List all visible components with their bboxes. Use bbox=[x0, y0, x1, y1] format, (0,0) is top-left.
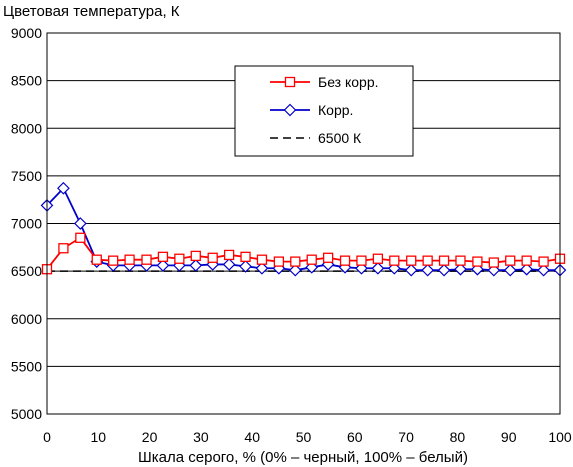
data-point bbox=[422, 255, 433, 266]
data-point bbox=[223, 249, 235, 261]
y-tick-label: 8500 bbox=[11, 73, 42, 89]
x-tick-label: 0 bbox=[43, 429, 51, 445]
y-tick-label: 8000 bbox=[11, 120, 42, 136]
y-tick-label: 6000 bbox=[11, 311, 42, 327]
data-point bbox=[537, 263, 550, 277]
data-point bbox=[57, 181, 70, 195]
data-point bbox=[472, 256, 483, 267]
x-tick-label: 100 bbox=[548, 429, 572, 445]
data-point bbox=[189, 259, 203, 272]
data-point bbox=[371, 261, 385, 275]
data-point bbox=[108, 255, 119, 266]
data-point bbox=[538, 256, 549, 267]
data-point bbox=[438, 255, 450, 266]
data-point bbox=[190, 250, 201, 262]
y-axis-title: Цветовая температура, К bbox=[3, 3, 180, 20]
x-tick-label: 90 bbox=[501, 429, 517, 445]
data-point bbox=[273, 256, 285, 267]
y-tick-label: 5000 bbox=[11, 406, 42, 422]
data-point bbox=[290, 256, 301, 267]
data-point bbox=[240, 251, 251, 262]
data-point bbox=[255, 261, 269, 275]
data-point bbox=[91, 254, 102, 265]
data-point bbox=[356, 255, 367, 266]
data-point bbox=[207, 252, 218, 263]
data-point bbox=[454, 262, 467, 276]
data-point bbox=[520, 262, 534, 276]
x-axis-title: Шкала серого, % (0% – черный, 100% – бел… bbox=[138, 449, 468, 466]
data-point bbox=[288, 263, 302, 277]
data-point bbox=[239, 260, 252, 273]
x-tick-labels: 0 10 20 30 40 50 60 70 80 90 100 bbox=[43, 429, 572, 445]
legend-marker bbox=[284, 76, 296, 88]
data-point bbox=[455, 255, 466, 266]
legend-label: Без корр. bbox=[318, 74, 379, 90]
data-point bbox=[174, 253, 185, 264]
y-tick-label: 6500 bbox=[11, 263, 42, 279]
x-tick-label: 20 bbox=[142, 429, 158, 445]
data-point bbox=[75, 232, 86, 243]
data-point bbox=[339, 255, 351, 266]
data-point bbox=[156, 259, 170, 272]
data-point bbox=[73, 217, 87, 230]
legend-marker bbox=[283, 103, 297, 117]
y-tick-label: 7000 bbox=[11, 216, 42, 232]
legend-item-1: Корр. bbox=[270, 102, 353, 118]
data-point bbox=[322, 252, 334, 263]
x-tick-label: 50 bbox=[296, 429, 312, 445]
legend-label: Корр. bbox=[318, 102, 353, 118]
legend: Без корр. Корр. 6500 К bbox=[234, 65, 414, 157]
x-tick-label: 80 bbox=[450, 429, 466, 445]
data-point bbox=[521, 255, 532, 266]
data-point bbox=[141, 254, 152, 265]
data-point bbox=[505, 255, 516, 266]
data-point bbox=[404, 263, 418, 277]
legend-item-0: Без корр. bbox=[270, 74, 379, 90]
data-point bbox=[488, 257, 499, 268]
y-tick-label: 9000 bbox=[11, 25, 42, 41]
data-point bbox=[256, 254, 268, 265]
legend-label: 6500 К bbox=[318, 130, 362, 146]
data-point bbox=[503, 263, 517, 277]
series-0 bbox=[41, 232, 566, 275]
legend-items: Без корр. Корр. 6500 К bbox=[270, 74, 379, 146]
data-point bbox=[306, 254, 317, 265]
series-layer bbox=[40, 181, 567, 277]
x-tick-label: 10 bbox=[91, 429, 107, 445]
legend-box bbox=[234, 65, 414, 157]
y-tick-labels: 5000 5500 6000 6500 7000 7500 8000 8500 9000 bbox=[11, 25, 42, 422]
data-point bbox=[58, 243, 69, 254]
x-tick-label: 70 bbox=[398, 429, 414, 445]
data-point bbox=[389, 255, 400, 266]
y-tick-label: 7500 bbox=[11, 168, 42, 184]
x-tick-label: 60 bbox=[347, 429, 363, 445]
data-point bbox=[372, 253, 384, 264]
data-point bbox=[222, 258, 236, 271]
data-point bbox=[406, 255, 417, 266]
data-point bbox=[421, 263, 434, 277]
x-tick-label: 30 bbox=[193, 429, 209, 445]
plot-area-border bbox=[46, 32, 561, 415]
data-point bbox=[157, 251, 169, 262]
x-tick-label: 40 bbox=[244, 429, 260, 445]
data-point bbox=[124, 254, 135, 265]
data-point bbox=[437, 263, 451, 277]
legend-item-2: 6500 К bbox=[270, 130, 362, 146]
y-tick-label: 5500 bbox=[11, 358, 42, 374]
